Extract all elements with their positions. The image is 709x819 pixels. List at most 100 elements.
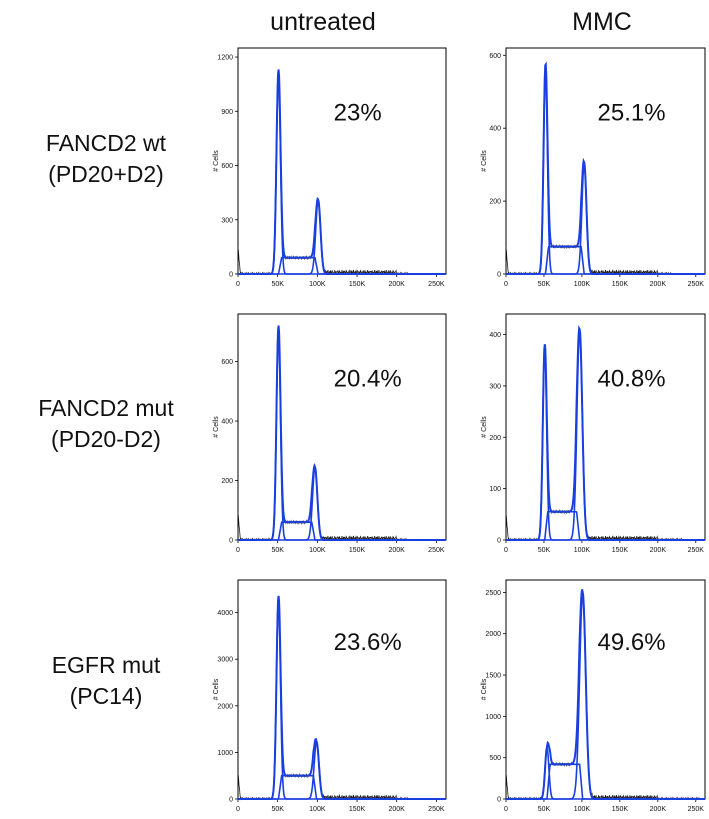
x-tick-label: 200K [650,281,667,288]
x-tick-label: 250K [428,547,445,554]
row-label-line1: FANCD2 wt [45,130,167,156]
x-tick-label: 100K [574,806,591,813]
row-label-line1: EGFR mut [51,652,161,678]
y-tick-label: 1000 [217,750,233,757]
y-tick-label: 200 [489,199,501,206]
x-tick-label: 100K [309,281,326,288]
g2-peak-fit [506,592,705,800]
y-tick-label: 4000 [217,610,233,617]
row-label-line2: (PD20+D2) [48,161,164,187]
histogram-egfr-mmc: 0 500 1000 1500 2000 2500 0 50K 100K 150K 200K 250K… [481,579,706,813]
row-label-line2: (PD20-D2) [51,426,161,452]
g2-percentage-label: 40.8% [598,365,666,392]
row-label-line1: FANCD2 mut [38,395,174,421]
raw-histogram-trace [505,328,706,542]
y-axis-label: # Cells [481,678,488,700]
x-tick-label: 150K [612,806,629,813]
g2-peak-fit [238,739,446,800]
histogram-egfr-untreated: 0 1000 2000 3000 4000 0 50K 100K 150K 200K 250K # C… [213,579,447,813]
y-tick-label: 200 [221,478,233,485]
histogram-mut-untreated: 0 200 400 600 0 50K 100K 150K 200K 250K # Cells 20.… [213,313,447,554]
g2-peak-fit [238,464,446,541]
histogram-wt-mmc: 0 200 400 600 0 50K 100K 150K 200K 250K # Cells 25.… [481,47,706,288]
plot-frame [505,579,706,800]
g2-percentage-label: 20.4% [334,365,402,392]
g2-percentage-label: 49.6% [598,629,666,656]
y-tick-label: 2000 [485,631,501,638]
s-phase-fit [506,510,705,541]
g2-percentage-label: 23.6% [334,629,402,656]
y-tick-label: 100 [489,486,501,493]
y-axis-label: # Cells [481,416,488,438]
x-tick-label: 250K [688,281,705,288]
y-tick-label: 0 [497,797,501,804]
raw-histogram-trace [505,63,706,276]
plot-frame [237,579,447,800]
x-tick-label: 0 [236,547,240,554]
x-tick-label: 150K [612,547,629,554]
s-phase-fit [506,245,705,275]
g2-peak-fit [238,197,446,275]
total-fit-curve [506,589,705,800]
row-label-fancd2-wt: FANCD2 wt (PD20+D2) [0,128,212,190]
y-axis-label: # Cells [213,150,220,172]
y-tick-label: 0 [229,797,233,804]
x-tick-label: 250K [428,281,445,288]
plot-frame [237,47,447,275]
y-tick-label: 400 [489,126,501,133]
y-tick-label: 400 [221,419,233,426]
y-tick-label: 600 [221,163,233,170]
x-tick-label: 200K [650,547,667,554]
y-tick-label: 3000 [217,657,233,664]
x-tick-label: 100K [309,547,326,554]
y-tick-label: 1200 [217,55,233,62]
plot-frame [237,313,447,541]
histogram-wt-untreated: 0 300 600 900 1200 0 50K 100K 150K 200K 250K # Cell… [213,47,447,288]
x-tick-label: 100K [574,547,591,554]
column-title-mmc: MMC [572,8,632,36]
x-tick-label: 200K [389,547,406,554]
x-tick-label: 250K [688,806,705,813]
x-tick-label: 200K [650,806,667,813]
g1-peak-fit [238,596,446,800]
total-fit-curve [238,69,446,275]
x-tick-label: 200K [389,281,406,288]
y-tick-label: 0 [497,272,501,279]
s-phase-fit [506,763,705,800]
raw-histogram-trace [237,596,447,801]
y-tick-label: 0 [229,538,233,545]
y-tick-label: 600 [221,359,233,366]
total-fit-curve [238,595,446,800]
g2-percentage-label: 23% [334,99,382,126]
x-tick-label: 0 [504,547,508,554]
y-axis-label: # Cells [481,150,488,172]
x-tick-label: 0 [504,806,508,813]
g1-peak-fit [506,746,705,800]
x-tick-label: 0 [236,281,240,288]
y-tick-label: 500 [489,755,501,762]
plot-frame [505,313,706,541]
y-tick-label: 300 [221,217,233,224]
x-tick-label: 50K [271,547,284,554]
x-tick-label: 50K [271,806,284,813]
column-title-untreated: untreated [270,8,376,36]
g1-peak-fit [238,326,446,541]
x-tick-label: 100K [574,281,591,288]
y-axis-label: # Cells [213,678,220,700]
x-tick-label: 0 [504,281,508,288]
x-tick-label: 50K [538,281,551,288]
raw-histogram-trace [237,325,447,542]
x-tick-label: 100K [309,806,326,813]
x-tick-label: 50K [538,806,551,813]
y-tick-label: 0 [497,538,501,545]
row-label-egfr-mut: EGFR mut (PC14) [0,650,212,712]
x-tick-label: 150K [349,281,366,288]
row-label-line2: (PC14) [69,683,143,709]
x-tick-label: 200K [389,806,406,813]
x-tick-label: 250K [688,547,705,554]
y-tick-label: 2000 [217,703,233,710]
y-tick-label: 900 [221,109,233,116]
y-tick-label: 200 [489,435,501,442]
y-tick-label: 2500 [485,590,501,597]
x-tick-label: 150K [349,547,366,554]
